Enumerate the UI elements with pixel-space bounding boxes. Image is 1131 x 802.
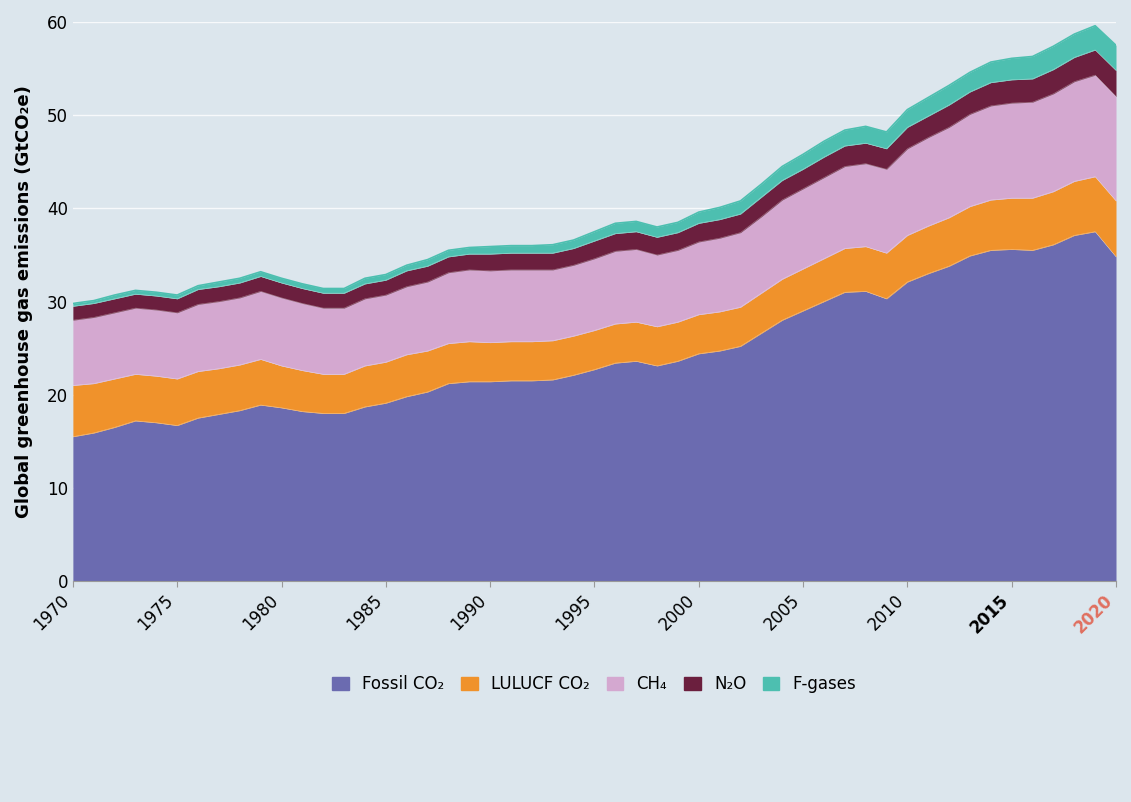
Legend: Fossil CO₂, LULUCF CO₂, CH₄, N₂O, F-gases: Fossil CO₂, LULUCF CO₂, CH₄, N₂O, F-gase… <box>323 666 865 702</box>
Y-axis label: Global greenhouse gas emissions (GtCO₂e): Global greenhouse gas emissions (GtCO₂e) <box>15 85 33 518</box>
